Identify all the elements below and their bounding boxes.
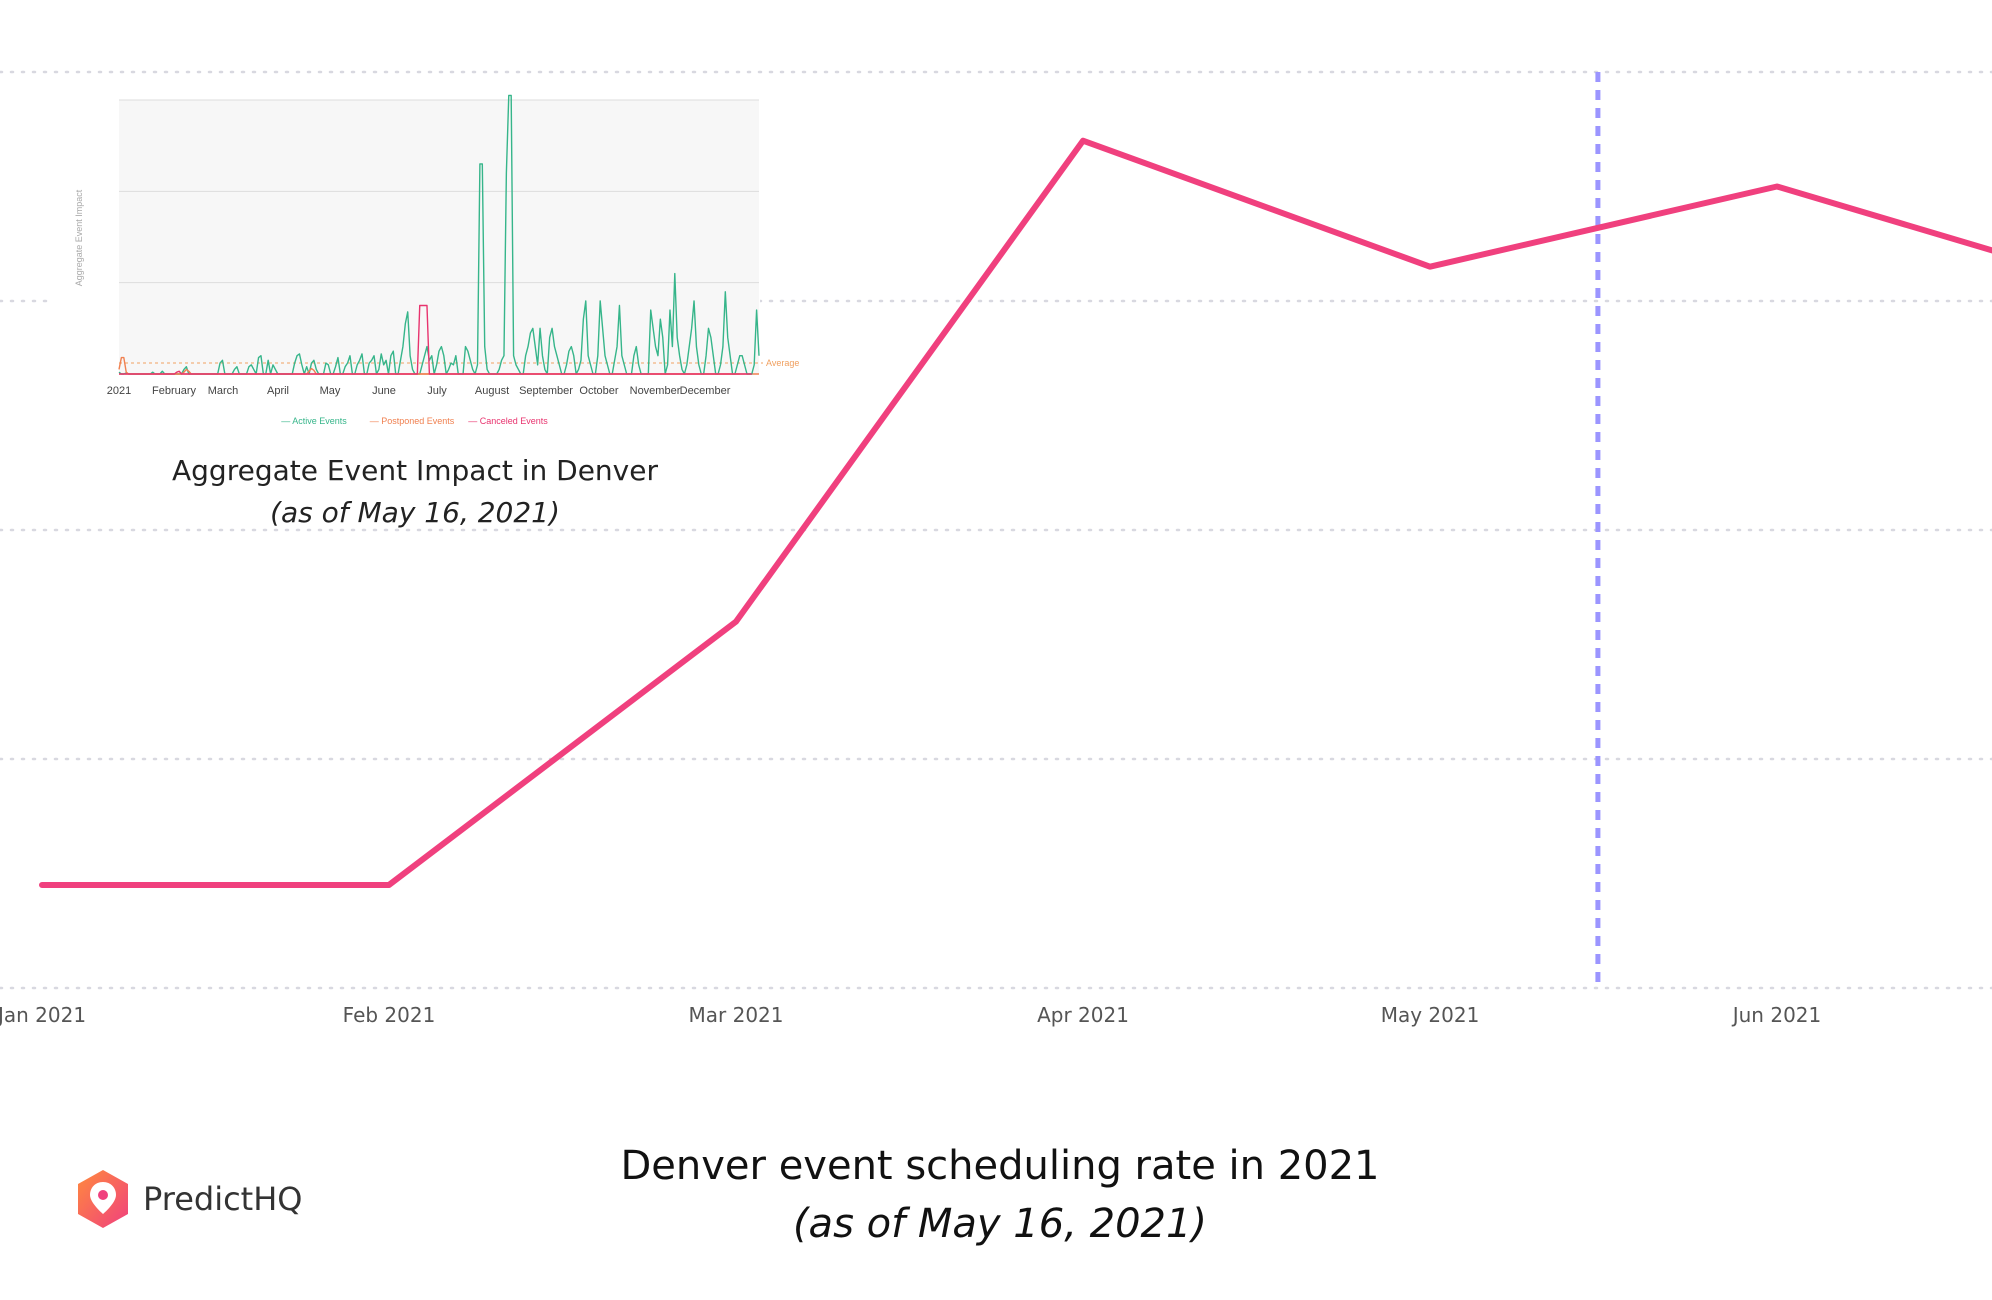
main-data-point [1776,186,1778,187]
inset-x-tick-label: 2021 [107,385,131,397]
inset-legend-entry: — Postponed Events [370,416,455,426]
inset-x-tick-label: August [475,385,509,397]
inset-average-label: Average [766,358,799,368]
inset-x-tick-label: September [519,385,573,397]
inset-x-tick-label: December [680,385,731,397]
inset-x-tick-label: May [320,385,341,397]
inset-x-tick-label: March [208,385,239,397]
main-series [39,137,1992,888]
inset-legend-entry: — Canceled Events [468,416,548,426]
inset-y-axis-label: Aggregate Event Impact [74,189,84,286]
inset-title: Aggregate Event Impact in Denver [172,454,658,487]
main-data-point [1082,140,1084,142]
main-data-point [1429,266,1431,268]
main-data-point [388,884,390,886]
main-x-tick-label: Apr 2021 [1037,1003,1129,1027]
main-data-point [735,621,737,623]
main-x-tick-label: May 2021 [1381,1003,1480,1027]
inset-x-tick-label: November [630,385,681,397]
inset-series-line [119,304,752,375]
map-pin-icon [78,1170,128,1228]
inset-average-line: Average [119,358,799,368]
inset-plot-area [119,100,759,374]
inset-x-tick-label: February [152,385,197,397]
main-x-tick-label: Jun 2021 [1731,1003,1822,1027]
inset-x-tick-label: July [427,385,447,397]
inset-x-ticks: 2021 February March April May June July August S… [107,385,731,397]
brand-name: PredictHQ [143,1180,303,1218]
inset-x-tick-label: October [579,385,618,397]
chart-subtitle: (as of May 16, 2021) [792,1201,1208,1247]
predicthq-logo: PredictHQ [75,1168,302,1230]
main-data-point [41,884,43,886]
inset-chart: Average 2021 February March April May June Jul… [52,94,799,452]
inset-legend: — Active Events — Postponed Events — Cance… [281,416,548,426]
inset-series [118,94,760,375]
main-x-ticks: Jan 2021 Feb 2021 Mar 2021 Apr 2021 May 2021… [0,1003,1821,1027]
inset-x-tick-label: June [372,385,396,397]
inset-legend-entry: — Active Events [281,416,347,426]
main-x-tick-label: Jan 2021 [0,1003,86,1027]
inset-x-tick-label: April [267,385,289,397]
main-x-tick-label: Mar 2021 [689,1003,784,1027]
chart-title: Denver event scheduling rate in 2021 [620,1143,1380,1189]
main-x-tick-label: Feb 2021 [343,1003,436,1027]
inset-subtitle: (as of May 16, 2021) [270,496,560,529]
